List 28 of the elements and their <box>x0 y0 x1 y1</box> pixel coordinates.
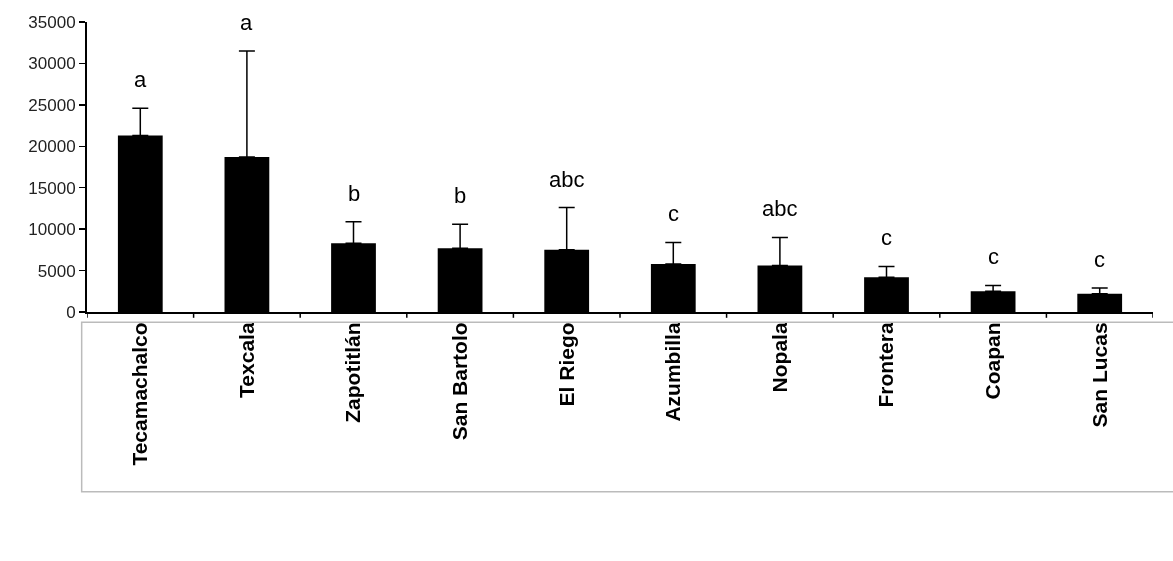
x-tick-label: Texcala <box>234 322 258 398</box>
y-tick-label: 10000 <box>28 220 76 240</box>
annotation: abc <box>762 196 798 221</box>
x-tick-label: Tecamachalco <box>128 322 152 466</box>
annotation: a <box>134 67 147 92</box>
y-tick-label: 15000 <box>28 178 76 198</box>
x-tick-label: San Bartolo <box>447 322 471 441</box>
x-tick-label: Zapotitlán <box>341 322 365 423</box>
annotation: c <box>988 244 999 269</box>
x-tick-label: El Riego <box>554 322 578 407</box>
y-tick-label: 0 <box>66 302 76 322</box>
y-tick-label: 20000 <box>28 137 76 157</box>
x-tick-label: Frontera <box>874 322 898 408</box>
annotation: c <box>668 201 679 226</box>
y-tick-label: 5000 <box>37 261 76 281</box>
annotation: b <box>454 183 467 208</box>
annotation: a <box>240 10 253 35</box>
y-tick-label: 30000 <box>28 54 76 74</box>
y-tick-label: 35000 <box>28 12 76 32</box>
x-tick-label: San Lucas <box>1087 322 1111 428</box>
annotation: b <box>348 181 361 206</box>
x-tick-label: Coapan <box>980 322 1004 400</box>
x-tick-label: Azumbilla <box>661 322 685 422</box>
x-tick-label: Nopala <box>767 322 791 393</box>
y-tick-label: 25000 <box>28 95 76 115</box>
annotation: c <box>881 225 892 250</box>
annotation: c <box>1094 247 1105 272</box>
annotation: abc <box>549 167 585 192</box>
